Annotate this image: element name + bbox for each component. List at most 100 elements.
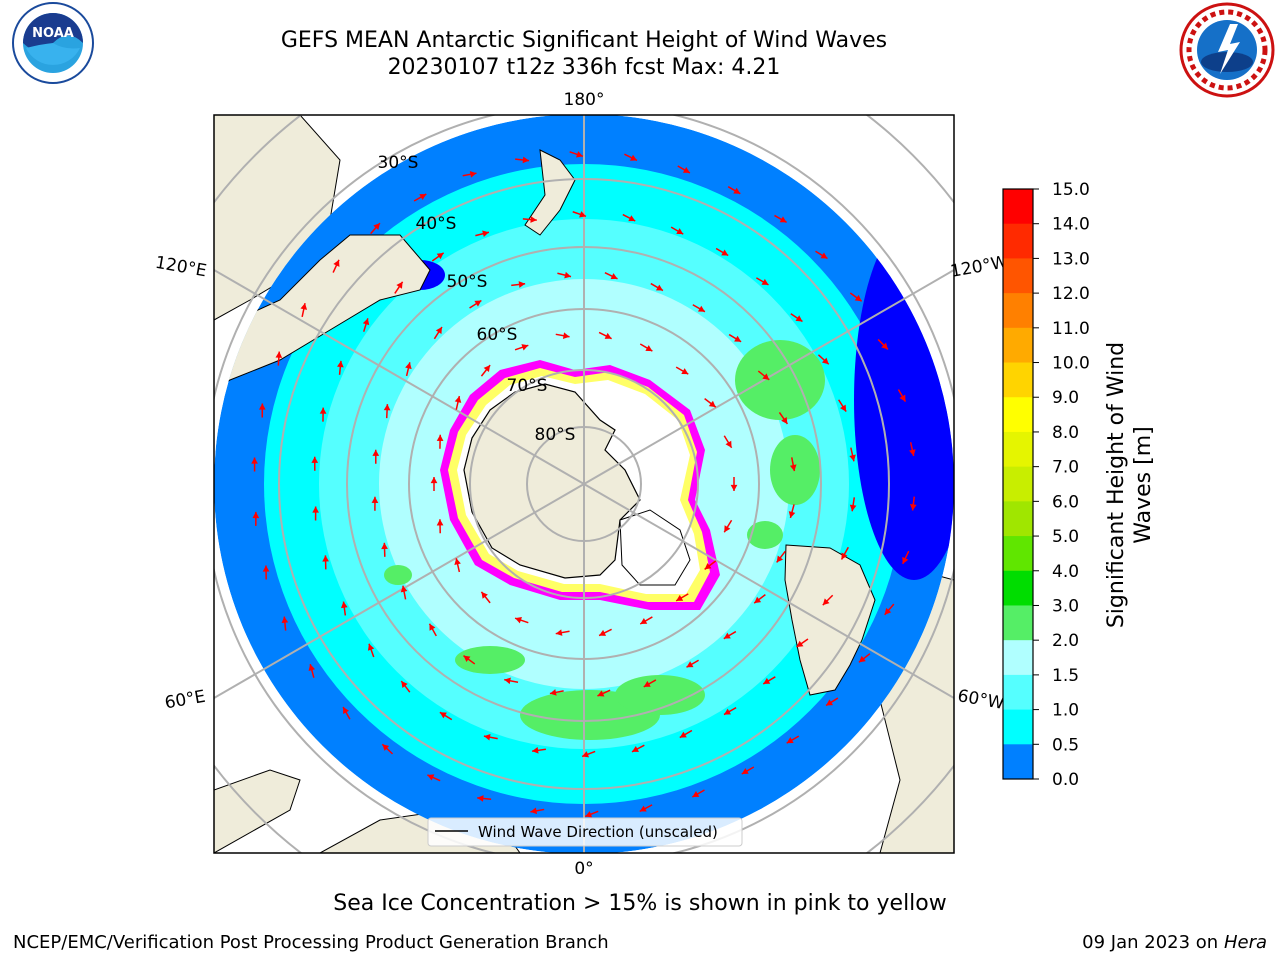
wind-wave-arrow-head: [796, 640, 804, 647]
wind-wave-arrow-head: [483, 365, 491, 373]
colorbar-tick-label: 4.0: [1052, 562, 1079, 582]
wind-wave-arrow-head: [371, 496, 379, 503]
wind-wave-arrow-head: [504, 677, 511, 685]
colorbar-tick-label: 7.0: [1052, 458, 1079, 478]
wind-wave-arrow-head: [275, 351, 283, 358]
map-panel: Wind Wave Direction (unscaled) 180° 120°…: [154, 90, 1010, 879]
wind-wave-arrow-head: [521, 344, 529, 351]
wind-wave-arrow-head: [840, 404, 847, 412]
colorbar-label-line2: Waves [m]: [1131, 426, 1156, 543]
wind-wave-arrow-head: [723, 708, 731, 715]
wind-wave-arrow-head: [679, 731, 687, 738]
colorbar-swatches: [1003, 189, 1033, 780]
wind-wave-arrow-head: [604, 332, 612, 339]
wind-wave-arrow-head: [251, 457, 258, 464]
wind-wave-arrow-head: [262, 565, 270, 572]
nws-logo: [1179, 2, 1275, 98]
wind-wave-arrow-head: [826, 699, 833, 706]
wind-wave-arrow-head: [631, 745, 639, 752]
legend-label: Wind Wave Direction (unscaled): [478, 823, 718, 841]
lon-label-0: 0°: [574, 859, 593, 879]
wind-wave-arrow-head: [474, 300, 482, 307]
noaa-logo: NOAA: [12, 2, 94, 84]
wind-wave-arrow-head: [311, 456, 319, 463]
lat-label-70s: 70°S: [507, 376, 548, 396]
wind-wave-arrow-head: [655, 284, 663, 291]
wind-wave-arrow-head: [300, 303, 308, 310]
wind-wave-arrow-head: [899, 394, 906, 402]
wind-wave-arrow-head: [909, 504, 917, 511]
noaa-logo-text: NOAA: [32, 26, 74, 41]
wind-wave-arrow-head: [530, 216, 537, 223]
colorbar-tick-label: 0.5: [1052, 735, 1079, 755]
lon-label-120e: 120°E: [154, 253, 208, 282]
wind-wave-arrow-head: [692, 791, 700, 798]
wind-wave-arrow-head: [789, 464, 797, 472]
colorbar-tick-label: 6.0: [1052, 492, 1079, 512]
colorbar-swatch: [1003, 431, 1033, 468]
arrow-legend: Wind Wave Direction (unscaled): [427, 817, 743, 847]
wind-wave-arrow-head: [522, 156, 530, 164]
colorbar: 15.0 14.0 13.0 12.0 11.0 10.0 9.0 8.0 7.0 6.0 5.0 4…: [1002, 180, 1156, 790]
wind-wave-arrow-head: [564, 271, 572, 279]
graticule: [214, 115, 954, 853]
wind-wave-arrow-head: [585, 811, 593, 818]
colorbar-swatch: [1003, 536, 1033, 572]
wind-wave-arrow-head: [396, 281, 403, 289]
wind-wave-arrow-head: [308, 664, 316, 671]
wind-wave-arrow-head: [763, 677, 771, 684]
colorbar-outline: [1002, 188, 1034, 780]
footer-machine: Hera: [1223, 932, 1267, 953]
wind-wave-arrow-head: [640, 617, 648, 624]
lat-label-80s: 80°S: [535, 425, 576, 445]
wind-wave-arrow-head: [841, 552, 848, 560]
colorbar-swatch: [1003, 466, 1033, 502]
sea-ice-caption: Sea Ice Concentration > 15% is shown in …: [333, 891, 947, 916]
map-title-line1: GEFS MEAN Antarctic Significant Height o…: [280, 28, 888, 53]
footer-date-block: 09 Jan 2023 on Hera: [1082, 932, 1267, 953]
wind-wave-arrow-head: [532, 747, 539, 754]
wind-wave-arrow-head: [645, 345, 653, 352]
wind-wave-arrow-head: [322, 555, 329, 562]
wind-wave-arrow-head: [258, 403, 266, 410]
wind-wave-arrow-head: [854, 294, 862, 302]
colorbar-swatch: [1003, 397, 1033, 433]
wind-wave-arrow-head: [786, 737, 794, 744]
wind-wave-arrow-head: [849, 454, 856, 462]
wind-wave-arrow-head: [362, 318, 370, 326]
colorbar-swatch: [1003, 293, 1033, 329]
wind-wave-arrow-head: [281, 616, 289, 624]
wind-wave-arrow-head: [481, 591, 488, 599]
wind-wave-arrow-head: [795, 315, 803, 322]
wind-wave-arrow-head: [639, 805, 647, 812]
colorbar-tick-label: 0.0: [1052, 770, 1079, 790]
wind-wave-arrow-head: [382, 744, 390, 751]
wind-wave-arrow-head: [477, 795, 484, 802]
wind-wave-arrow-head: [821, 357, 829, 365]
colorbar-swatch: [1003, 570, 1033, 606]
wind-wave-arrow-head: [708, 400, 716, 408]
wind-wave-arrow-head: [436, 519, 444, 526]
wind-wave-arrow-head: [549, 689, 557, 696]
wind-wave-arrow-head: [333, 259, 340, 267]
wind-wave-arrow-head: [725, 440, 732, 448]
wind-wave-arrow-head: [429, 623, 436, 631]
wind-wave-arrow-head: [849, 504, 857, 512]
colorbar-tick-label: 2.0: [1052, 631, 1079, 651]
colorbar-swatch: [1003, 362, 1033, 398]
wind-wave-arrow-head: [628, 215, 636, 222]
wind-wave-arrow-head: [781, 416, 788, 424]
wind-wave-arrow-head: [454, 558, 461, 566]
colorbar-swatch: [1003, 605, 1033, 641]
colorbar-ticks: 15.0 14.0 13.0 12.0 11.0 10.0 9.0 8.0 7.0 6.0 5.0 4…: [1033, 180, 1090, 790]
colorbar-tick-label: 11.0: [1052, 319, 1090, 339]
wind-wave-arrow-head: [454, 396, 462, 403]
wind-wave-arrow-head: [643, 680, 651, 687]
colorbar-tick-label: 14.0: [1052, 215, 1090, 235]
colorbar-swatch: [1003, 501, 1033, 537]
antarctica: [440, 360, 720, 610]
footer-date: 09 Jan 2023 on: [1082, 932, 1224, 953]
wind-wave-arrow-head: [405, 362, 412, 370]
wind-wave-arrow-head: [762, 373, 770, 380]
lat-label-40s: 40°S: [416, 214, 457, 234]
